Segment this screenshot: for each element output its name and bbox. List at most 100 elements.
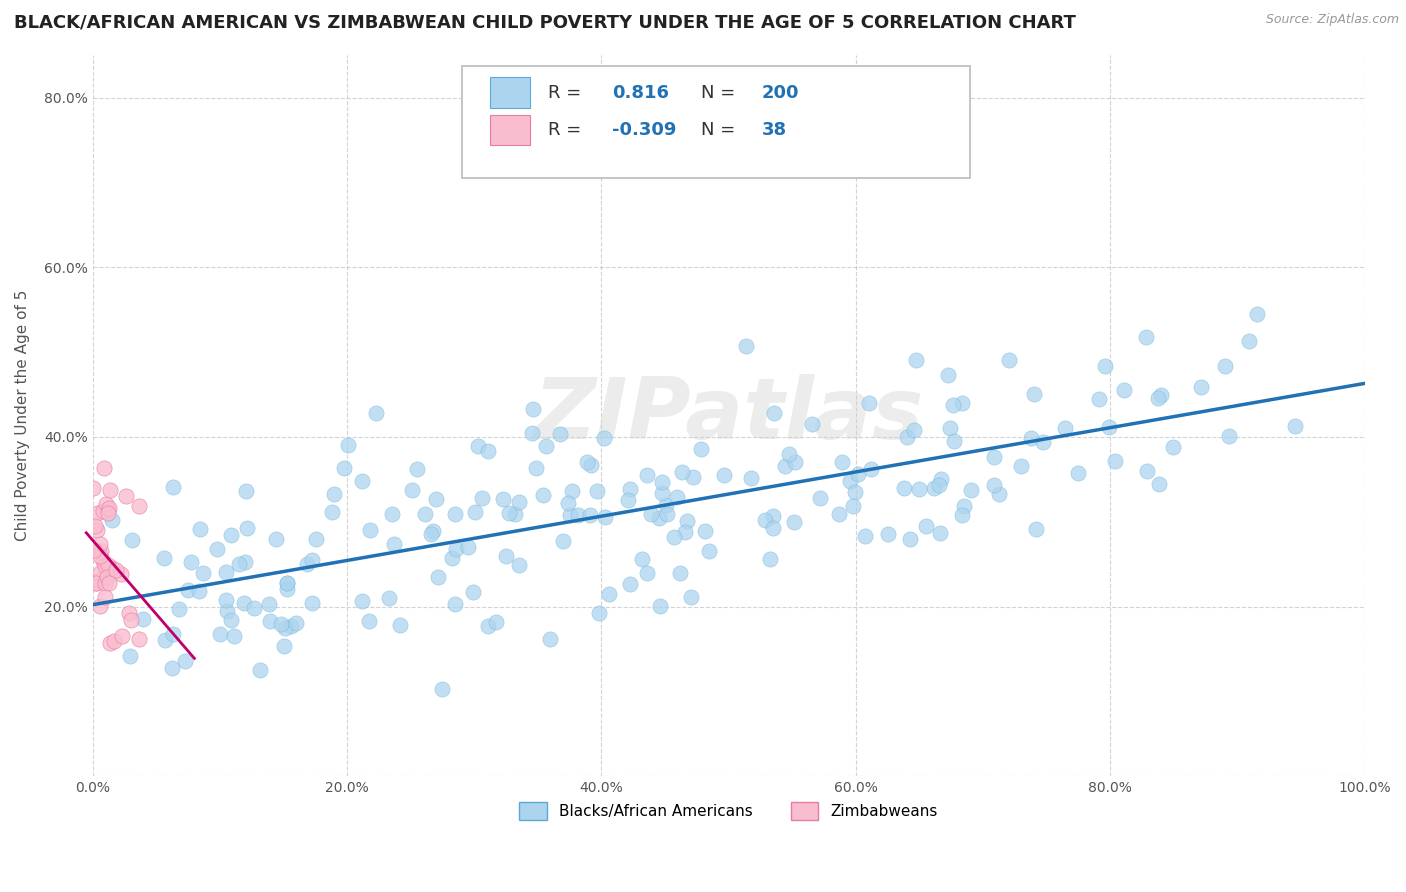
Point — [162, 627, 184, 641]
Point — [893, 481, 915, 495]
Point — [100, 636, 122, 650]
Point — [905, 353, 928, 368]
Point — [169, 602, 191, 616]
Point — [640, 507, 662, 521]
Point — [531, 488, 554, 502]
Point — [1104, 453, 1126, 467]
Point — [567, 508, 589, 522]
Point — [89, 566, 111, 580]
Point — [280, 619, 302, 633]
Point — [665, 490, 688, 504]
Point — [522, 401, 544, 416]
Point — [801, 417, 824, 432]
Point — [655, 507, 678, 521]
Point — [89, 599, 111, 614]
Point — [557, 496, 579, 510]
Point — [359, 614, 381, 628]
Point — [321, 505, 343, 519]
Point — [83, 542, 105, 557]
Point — [648, 510, 671, 524]
Point — [808, 491, 831, 505]
Point — [101, 561, 124, 575]
Point — [579, 458, 602, 473]
Point — [235, 483, 257, 498]
Point — [352, 594, 374, 608]
Point — [673, 525, 696, 540]
Point — [671, 465, 693, 479]
Point — [561, 484, 583, 499]
Point — [662, 530, 685, 544]
Point — [274, 621, 297, 635]
Point — [98, 501, 121, 516]
Point — [896, 430, 918, 444]
Point — [477, 444, 499, 458]
Point — [508, 558, 530, 572]
Point — [534, 439, 557, 453]
Point — [858, 395, 880, 409]
Legend: Blacks/African Americans, Zimbabweans: Blacks/African Americans, Zimbabweans — [513, 797, 945, 826]
Point — [94, 590, 117, 604]
Point — [205, 542, 228, 557]
Point — [548, 427, 571, 442]
Point — [337, 437, 360, 451]
Point — [1213, 359, 1236, 373]
Point — [841, 500, 863, 514]
Point — [191, 566, 214, 580]
Point — [538, 632, 561, 646]
Point — [94, 497, 117, 511]
Point — [236, 521, 259, 535]
Point — [942, 398, 965, 412]
Point — [89, 549, 111, 563]
FancyBboxPatch shape — [461, 66, 970, 178]
Point — [97, 506, 120, 520]
Point — [1150, 388, 1173, 402]
Point — [898, 533, 921, 547]
FancyBboxPatch shape — [489, 115, 530, 145]
Point — [84, 576, 107, 591]
Point — [1135, 330, 1157, 344]
Point — [96, 570, 118, 584]
Point — [1010, 459, 1032, 474]
Point — [188, 522, 211, 536]
Point — [693, 524, 716, 538]
Point — [508, 495, 530, 509]
Point — [575, 454, 598, 468]
Point — [128, 499, 150, 513]
Point — [619, 577, 641, 591]
Point — [1161, 440, 1184, 454]
Text: N =: N = — [700, 84, 735, 102]
Point — [90, 544, 112, 558]
Point — [471, 491, 494, 505]
Point — [690, 442, 713, 456]
Point — [110, 566, 132, 581]
Point — [464, 505, 486, 519]
Point — [838, 474, 860, 488]
Point — [259, 615, 281, 629]
Point — [1025, 523, 1047, 537]
Point — [276, 575, 298, 590]
Point — [153, 551, 176, 566]
Text: Source: ZipAtlas.com: Source: ZipAtlas.com — [1265, 13, 1399, 27]
Point — [551, 534, 574, 549]
Point — [495, 549, 517, 563]
Point — [350, 475, 373, 489]
Point — [593, 510, 616, 524]
Point — [598, 587, 620, 601]
Point — [952, 499, 974, 513]
Point — [844, 484, 866, 499]
Point — [103, 634, 125, 648]
Point — [713, 467, 735, 482]
Point — [401, 483, 423, 498]
Point — [651, 475, 673, 490]
Point — [333, 461, 356, 475]
Point — [301, 596, 323, 610]
Point — [444, 508, 467, 522]
Point — [359, 523, 381, 537]
Point — [616, 493, 638, 508]
Text: R =: R = — [548, 121, 581, 139]
Point — [276, 575, 298, 590]
Point — [831, 455, 853, 469]
Point — [1246, 307, 1268, 321]
Point — [676, 514, 699, 528]
Point — [522, 426, 544, 441]
